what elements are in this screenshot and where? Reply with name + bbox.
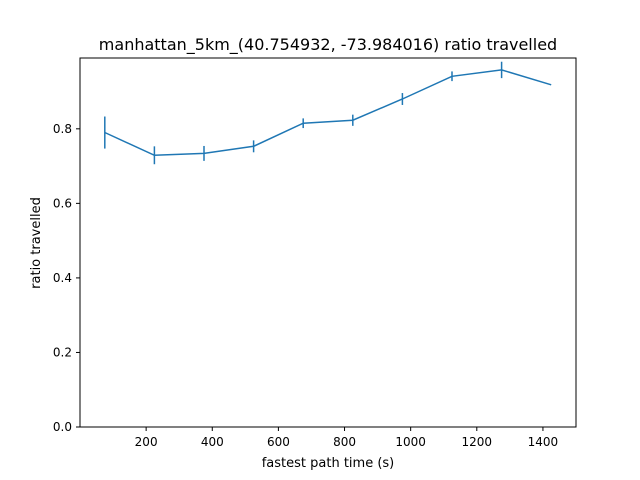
chart-title: manhattan_5km_(40.754932, -73.984016) ra… (99, 35, 557, 55)
y-tick-label: 0.0 (53, 420, 72, 434)
x-axis-label: fastest path time (s) (262, 456, 395, 471)
x-tick-label: 1400 (528, 435, 559, 449)
x-axis: 200 400 600 800 1000 1200 1400 (135, 427, 559, 449)
x-tick-label: 200 (135, 435, 158, 449)
x-tick-label: 800 (333, 435, 356, 449)
y-tick-label: 0.8 (53, 122, 72, 136)
x-tick-label: 400 (201, 435, 224, 449)
y-axis: 0.0 0.2 0.4 0.6 0.8 (53, 122, 80, 434)
y-tick-label: 0.6 (53, 196, 72, 210)
error-bars (104, 61, 503, 165)
x-tick-label: 600 (267, 435, 290, 449)
plot-frame (79, 57, 577, 428)
y-axis-label: ratio travelled (29, 197, 44, 289)
x-tick-label: 1200 (462, 435, 493, 449)
y-tick-label: 0.4 (53, 271, 72, 285)
y-tick-label: 0.2 (53, 345, 72, 359)
series-line (104, 69, 552, 157)
x-tick-label: 1000 (395, 435, 426, 449)
